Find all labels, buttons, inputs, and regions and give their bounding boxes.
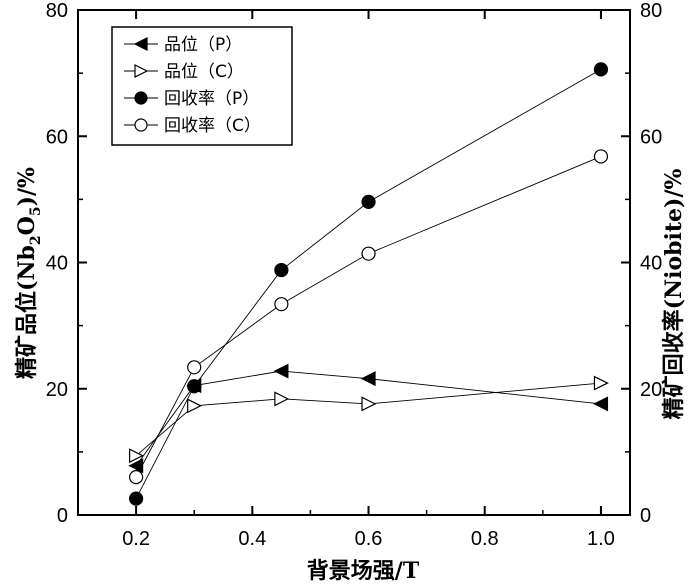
x-tick-label: 0.4 [238,528,266,550]
legend-marker [134,118,148,132]
x-tick-label: 0.6 [355,528,383,550]
left-y-tick-label: 0 [57,505,68,527]
data-point [129,491,144,506]
data-point [593,149,609,164]
data-point [274,297,289,312]
legend-label: 回收率（C） [164,116,261,136]
data-point [187,398,203,414]
x-tick-label: 1.0 [587,528,615,550]
right-y-tick-label: 40 [640,253,662,275]
left-y-axis-title-part: )/% [14,167,40,206]
series-2 [129,375,609,464]
left-y-tick-label: 80 [46,0,68,22]
data-point [361,396,377,412]
data-point [274,391,290,407]
x-axis-ticks: 0.2 0.4 0.6 0.8 1.0 [77,10,615,550]
left-y-axis-title-part: O [14,216,40,235]
x-axis-title: 背景场强/T [307,558,420,584]
legend-marker [134,91,148,105]
left-y-tick-label: 60 [46,126,68,148]
left-y-axis-title-part: 精矿品位(Nb [14,245,40,379]
right-y-axis-title: 精矿回收率(Niobite)/% [661,169,687,420]
data-point [187,379,202,394]
right-y-tick-label: 20 [640,379,662,401]
data-point [274,262,289,278]
data-point [187,360,202,375]
left-y-tick-label: 40 [46,253,68,275]
data-point [593,62,609,77]
left-y-axis-title-sub: 5 [28,206,44,216]
legend-label: 品位（C） [164,62,244,82]
right-y-tick-label: 0 [640,505,651,527]
series-3 [129,62,609,506]
left-y-axis-ticks: 0 20 40 60 80 [46,0,87,527]
legend-marker [133,37,148,51]
legend-label: 品位（P） [164,35,242,55]
right-y-tick-label: 60 [640,126,662,148]
x-tick-label: 0.8 [471,528,499,550]
data-point [361,194,376,209]
legend-marker [134,64,149,78]
data-point [273,363,289,379]
right-y-axis-ticks: 0 20 40 60 80 [621,0,662,527]
data-point [593,375,609,391]
data-point [360,371,376,387]
legend: 品位（P） 品位（C） 回收率（P） 回收率（C） [111,26,293,146]
right-y-tick-label: 80 [640,0,662,22]
data-point [129,470,144,485]
legend-label: 回收率（P） [164,89,259,109]
left-y-axis-title: 精矿品位(Nb2O5)/% [14,167,44,379]
data-point [129,448,144,464]
left-y-axis-title-sub: 2 [28,235,44,245]
left-y-tick-label: 20 [46,379,68,401]
x-tick-label: 0.2 [122,528,150,550]
series-4 [129,149,609,485]
data-point [593,396,609,412]
series-layer [128,62,609,506]
data-point [361,246,376,261]
